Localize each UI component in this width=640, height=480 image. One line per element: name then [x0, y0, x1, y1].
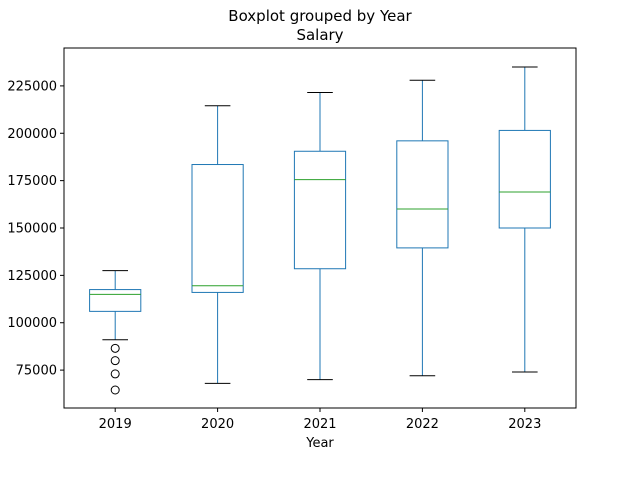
x-tick-label: 2022	[406, 417, 439, 432]
y-tick-label: 125000	[7, 269, 57, 284]
y-tick-label: 175000	[7, 174, 57, 189]
box-2019	[89, 289, 142, 312]
y-tick-label: 225000	[7, 79, 57, 94]
x-axis-label: Year	[305, 436, 334, 451]
y-tick-label: 150000	[7, 222, 57, 237]
y-tick-label: 100000	[7, 316, 57, 331]
plot-area: 75000 100000 125000 150000 175000 200000 22500…	[7, 47, 577, 432]
box-2022	[396, 140, 449, 249]
box-2020	[191, 164, 244, 293]
outlier-point	[110, 385, 120, 395]
x-tick-label: 2023	[508, 417, 541, 432]
chart-subtitle: Salary	[296, 26, 343, 44]
x-tick-label: 2019	[99, 417, 132, 432]
x-tick-label: 2020	[201, 417, 234, 432]
y-tick-label: 75000	[16, 364, 57, 379]
y-tick-label: 200000	[7, 127, 57, 142]
box-2021	[293, 150, 347, 270]
outlier-point	[110, 369, 120, 379]
x-tick-label: 2021	[303, 417, 336, 432]
outlier-point	[110, 356, 120, 366]
outlier-point	[110, 343, 120, 353]
box-2023	[498, 129, 551, 229]
chart-title: Boxplot grouped by Year	[228, 7, 412, 25]
